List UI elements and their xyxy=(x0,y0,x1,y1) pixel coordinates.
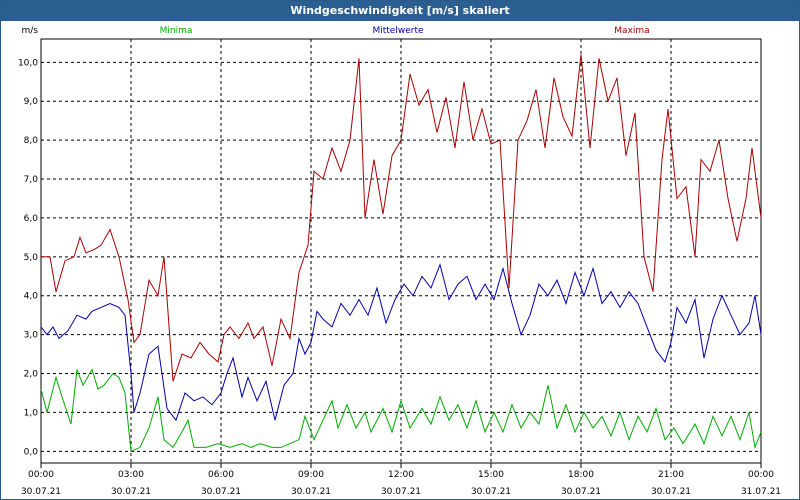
y-tick-label: 4,0 xyxy=(24,292,39,302)
y-tick-label: 10,0 xyxy=(18,58,38,68)
x-tick-time: 00:00 xyxy=(748,470,774,480)
y-tick-label: 3,0 xyxy=(24,331,39,341)
legend-label-minima: Minima xyxy=(160,26,193,36)
chart-plot: 0,0 1,0 2,0 3,0 4,0 5,0 6,0 7,0 8,0 9,0 10,0 00:00 3… xyxy=(18,26,781,497)
x-tick-date: 30.07.21 xyxy=(21,487,61,497)
x-tick-time: 18:00 xyxy=(568,470,594,480)
x-tick-time: 06:00 xyxy=(208,470,234,480)
x-tick-date: 30.07.21 xyxy=(291,487,331,497)
x-tick-time: 21:00 xyxy=(658,470,684,480)
y-tick-label: 7,0 xyxy=(24,175,39,185)
window-title: Windgeschwindigkeit [m/s] skaliert xyxy=(1,1,799,21)
x-tick-time: 09:00 xyxy=(298,470,324,480)
x-tick-date: 30.07.21 xyxy=(561,487,601,497)
y-tick-label: 6,0 xyxy=(24,214,39,224)
x-tick-date: 30.07.21 xyxy=(471,487,511,497)
y-axis-unit: m/s xyxy=(22,26,39,36)
legend-label-mittelwerte: Mittelwerte xyxy=(372,26,423,36)
x-tick-date: 30.07.21 xyxy=(111,487,151,497)
y-tick-label: 8,0 xyxy=(24,136,39,146)
x-tick-time: 00:00 xyxy=(28,470,54,480)
y-tick-label: 5,0 xyxy=(24,253,39,263)
x-tick-date: 30.07.21 xyxy=(381,487,421,497)
y-tick-label: 1,0 xyxy=(24,408,39,418)
x-tick-time: 15:00 xyxy=(478,470,504,480)
x-tick-date: 31.07.21 xyxy=(741,487,781,497)
x-tick-time: 03:00 xyxy=(118,470,144,480)
legend-label-maxima: Maxima xyxy=(614,26,649,36)
y-tick-label: 9,0 xyxy=(24,97,39,107)
series-line-mittelwerte xyxy=(40,262,762,422)
y-tick-label: 0,0 xyxy=(24,447,39,457)
x-tick-time: 12:00 xyxy=(388,470,414,480)
y-tick-label: 2,0 xyxy=(24,370,39,380)
series-line-minima xyxy=(40,368,762,453)
x-tick-date: 30.07.21 xyxy=(201,487,241,497)
series-line-maxima xyxy=(41,54,762,382)
x-tick-date: 30.07.21 xyxy=(651,487,691,497)
